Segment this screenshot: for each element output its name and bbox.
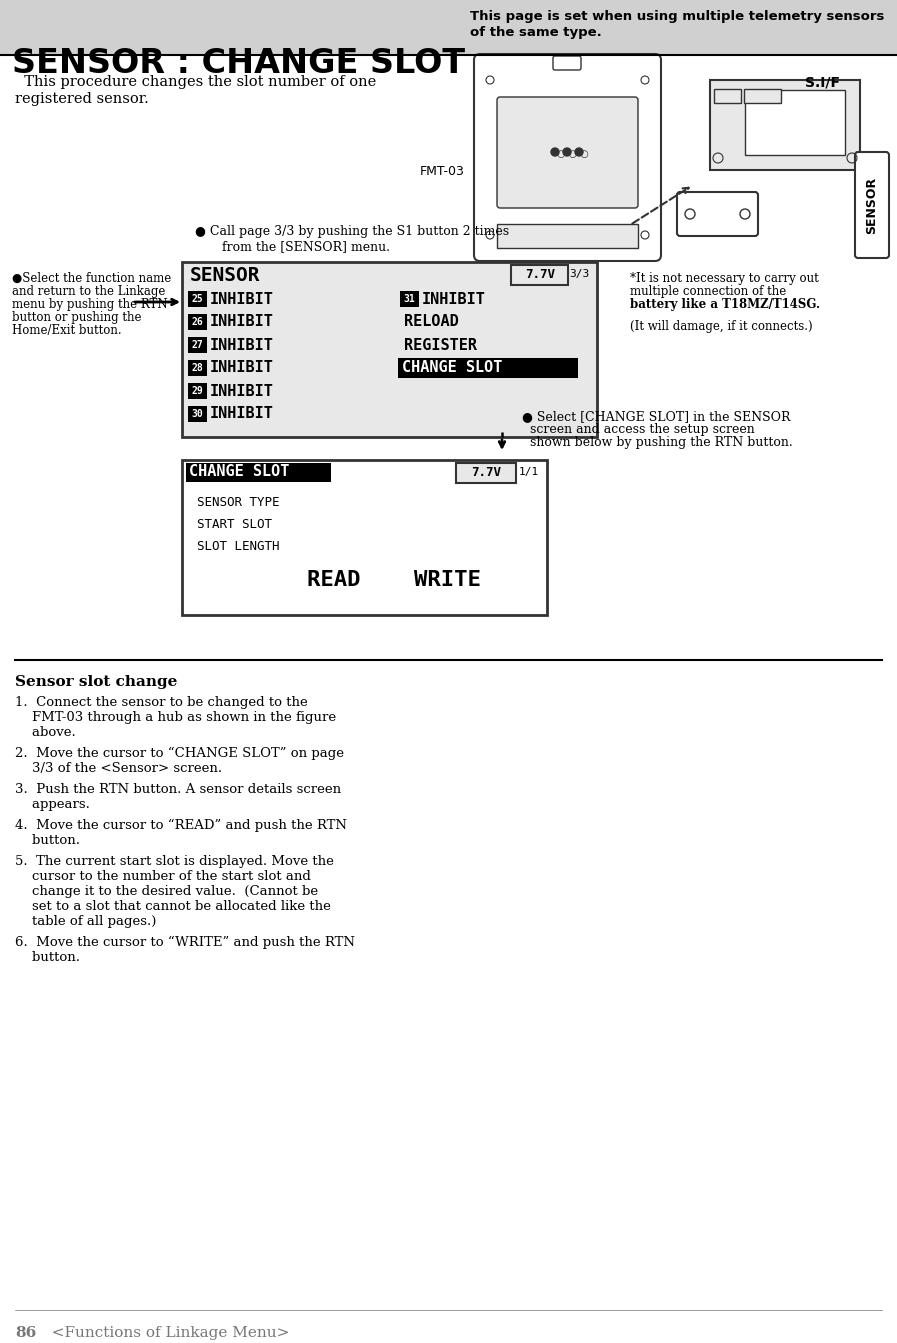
Text: of the same type.: of the same type. [470,26,602,39]
Text: ○ ○ ○: ○ ○ ○ [557,149,588,158]
Text: change it to the desired value.  (Cannot be: change it to the desired value. (Cannot … [15,885,318,898]
FancyBboxPatch shape [0,0,897,55]
Text: 2.  Move the cursor to “CHANGE SLOT” on page: 2. Move the cursor to “CHANGE SLOT” on p… [15,747,344,760]
Bar [400,291,419,308]
FancyBboxPatch shape [182,262,597,436]
Text: 5.  The current start slot is displayed. Move the: 5. The current start slot is displayed. … [15,855,334,868]
Text: ●Select the function name: ●Select the function name [12,273,171,285]
Text: button.: button. [15,834,80,847]
Circle shape [551,148,559,156]
FancyBboxPatch shape [744,89,781,103]
Text: INHIBIT: INHIBIT [210,360,274,376]
Text: appears.: appears. [15,798,90,811]
Text: INHIBIT: INHIBIT [210,314,274,329]
Text: Sensor slot change: Sensor slot change [15,676,178,689]
FancyBboxPatch shape [710,81,860,171]
Text: (It will damage, if it connects.): (It will damage, if it connects.) [630,320,813,333]
Text: S.I/F: S.I/F [805,75,840,89]
Text: INHIBIT: INHIBIT [422,291,486,306]
Text: shown below by pushing the RTN button.: shown below by pushing the RTN button. [522,436,793,449]
Text: *It is not necessary to carry out: *It is not necessary to carry out [630,273,819,285]
Text: SENSOR: SENSOR [866,176,878,234]
FancyBboxPatch shape [511,265,568,285]
Text: RELOAD: RELOAD [404,314,458,329]
Circle shape [575,148,583,156]
Text: above.: above. [15,727,75,739]
Text: ● Select [CHANGE SLOT] in the SENSOR: ● Select [CHANGE SLOT] in the SENSOR [522,410,790,423]
FancyBboxPatch shape [497,224,638,248]
Text: screen and access the setup screen: screen and access the setup screen [522,423,754,436]
FancyBboxPatch shape [745,90,845,154]
Text: 6.  Move the cursor to “WRITE” and push the RTN: 6. Move the cursor to “WRITE” and push t… [15,936,355,950]
Text: FMT-03: FMT-03 [420,165,465,179]
Text: registered sensor.: registered sensor. [15,93,149,106]
Text: battery like a T18MZ/T14SG.: battery like a T18MZ/T14SG. [630,298,820,312]
Text: cursor to the number of the start slot and: cursor to the number of the start slot a… [15,870,311,882]
Text: 27: 27 [191,340,203,351]
Circle shape [563,148,571,156]
Text: multiple connection of the: multiple connection of the [630,285,787,298]
Text: menu by pushing the RTN: menu by pushing the RTN [12,298,168,312]
Text: 3/3 of the <Sensor> screen.: 3/3 of the <Sensor> screen. [15,761,222,775]
Text: 1.  Connect the sensor to be changed to the: 1. Connect the sensor to be changed to t… [15,696,308,709]
Bar [188,406,207,422]
Bar [188,360,207,376]
Text: 30: 30 [191,410,203,419]
Text: 3.  Push the RTN button. A sensor details screen: 3. Push the RTN button. A sensor details… [15,783,341,796]
Bar [186,463,331,482]
Text: INHIBIT: INHIBIT [210,337,274,352]
Text: 31: 31 [403,294,415,304]
Text: SENSOR TYPE: SENSOR TYPE [197,496,280,509]
Text: This procedure changes the slot number of one: This procedure changes the slot number o… [15,75,376,89]
Text: This page is set when using multiple telemetry sensors: This page is set when using multiple tel… [470,9,884,23]
Text: 4.  Move the cursor to “READ” and push the RTN: 4. Move the cursor to “READ” and push th… [15,819,347,833]
Text: Home/Exit button.: Home/Exit button. [12,324,122,337]
Text: INHIBIT: INHIBIT [210,407,274,422]
Text: 25: 25 [191,294,203,304]
Bar [188,291,207,308]
Text: set to a slot that cannot be allocated like the: set to a slot that cannot be allocated l… [15,900,331,913]
Text: button or pushing the: button or pushing the [12,312,142,324]
Text: from the [SENSOR] menu.: from the [SENSOR] menu. [210,240,390,252]
Text: 29: 29 [191,385,203,396]
Bar [188,383,207,399]
Text: READ    WRITE: READ WRITE [307,569,481,590]
FancyBboxPatch shape [474,54,661,261]
Text: ● Call page 3/3 by pushing the S1 button 2 times: ● Call page 3/3 by pushing the S1 button… [195,226,509,238]
FancyBboxPatch shape [553,56,581,70]
Bar [398,359,578,377]
Text: and return to the Linkage: and return to the Linkage [12,285,165,298]
Text: 3/3: 3/3 [569,269,589,279]
Text: SLOT LENGTH: SLOT LENGTH [197,540,280,552]
Text: <Functions of Linkage Menu>: <Functions of Linkage Menu> [42,1326,290,1340]
Text: CHANGE SLOT: CHANGE SLOT [402,360,502,376]
Text: table of all pages.): table of all pages.) [15,915,156,928]
Text: FMT-03 through a hub as shown in the figure: FMT-03 through a hub as shown in the fig… [15,710,336,724]
FancyBboxPatch shape [714,89,741,103]
Bar [188,314,207,330]
Text: 28: 28 [191,363,203,373]
Text: button.: button. [15,951,80,964]
FancyBboxPatch shape [677,192,758,236]
Text: INHIBIT: INHIBIT [210,291,274,306]
Text: SENSOR : CHANGE SLOT: SENSOR : CHANGE SLOT [12,47,465,81]
Text: START SLOT: START SLOT [197,517,272,530]
FancyBboxPatch shape [855,152,889,258]
Text: INHIBIT: INHIBIT [210,384,274,399]
Text: 7.7V: 7.7V [525,267,555,281]
Text: SENSOR: SENSOR [190,266,260,285]
Text: REGISTER: REGISTER [404,337,477,352]
FancyBboxPatch shape [497,97,638,208]
Text: CHANGE SLOT: CHANGE SLOT [189,465,290,479]
Bar [188,337,207,353]
Text: 86: 86 [15,1326,36,1340]
Text: 26: 26 [191,317,203,326]
FancyBboxPatch shape [182,461,547,615]
Text: 1/1: 1/1 [518,467,539,477]
Text: 7.7V: 7.7V [471,466,501,478]
FancyBboxPatch shape [456,463,516,483]
